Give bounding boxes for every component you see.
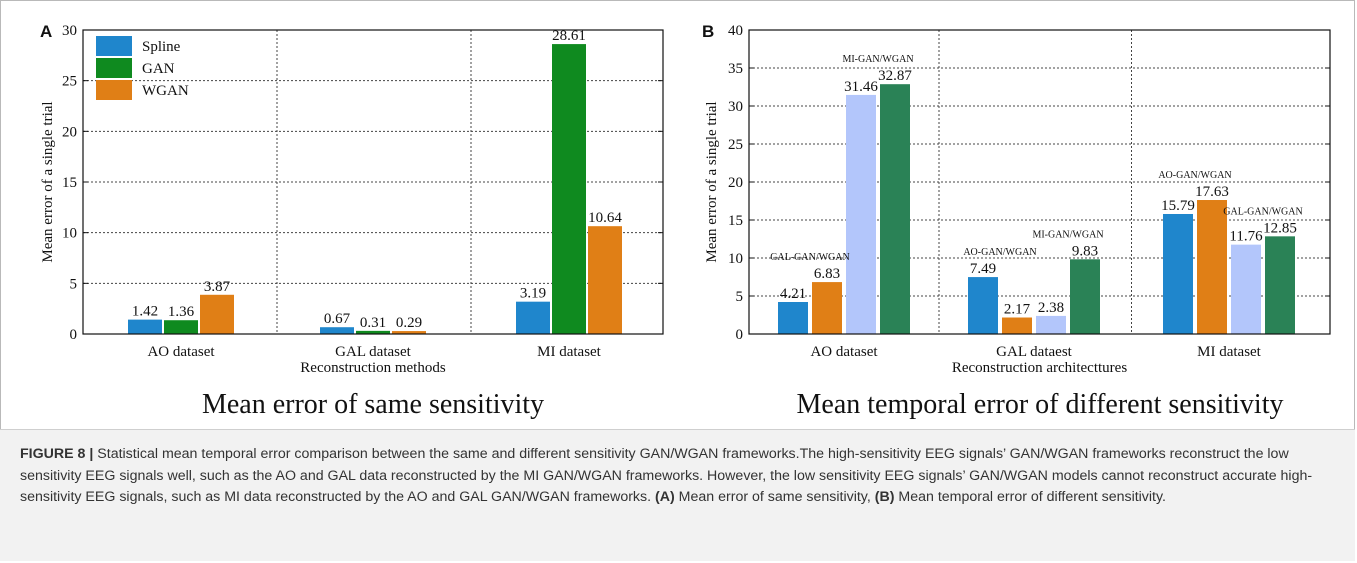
bar <box>320 327 354 334</box>
figure-caption: FIGURE 8 | Statistical mean temporal err… <box>0 429 1355 561</box>
x-axis-label: Reconstruction architecttures <box>952 360 1128 376</box>
caption-label: FIGURE 8 | <box>20 446 94 462</box>
y-tick-label: 5 <box>736 289 744 305</box>
x-axis-label: Reconstruction methods <box>300 360 446 376</box>
chart-panel-a: 0 5 10 15 20 25 30 1.42 0.67 3.19 1.36 0.31 28.61 3.8… <box>40 22 664 420</box>
y-tick-label: 30 <box>728 99 743 115</box>
bar <box>356 330 390 334</box>
bar <box>812 282 842 334</box>
bar <box>1002 317 1032 334</box>
y-tick-label: 35 <box>728 61 743 77</box>
bar-pair-annotation: GAL-GAN/WGAN <box>1223 206 1302 217</box>
bar <box>164 320 198 334</box>
panel-letter: A <box>40 22 52 41</box>
bar-value-label: 7.49 <box>970 261 996 277</box>
bar-value-label: 15.79 <box>1161 198 1195 214</box>
y-axis-label: Mean error of a single trial <box>40 101 56 262</box>
y-tick-label: 20 <box>62 124 77 140</box>
x-category-label: AO dataset <box>147 344 215 360</box>
bar <box>968 277 998 334</box>
legend-label: Spline <box>142 39 181 55</box>
y-tick-label: 0 <box>70 327 78 343</box>
plot-frame <box>82 29 664 335</box>
bar-value-label: 12.85 <box>1263 220 1297 236</box>
bar <box>200 294 234 334</box>
caption-part-b-label: (B) <box>874 489 895 505</box>
caption-part-a-label: (A) <box>655 489 675 505</box>
y-tick-label: 0 <box>736 327 744 343</box>
bar-value-label: 0.31 <box>360 315 386 331</box>
x-category-label: MI dataset <box>537 344 602 360</box>
caption-text: FIGURE 8 | Statistical mean temporal err… <box>20 444 1330 509</box>
bar-value-label: 10.64 <box>588 210 622 226</box>
bar <box>392 331 426 334</box>
bar <box>778 302 808 334</box>
bar-value-label: 17.63 <box>1195 184 1229 200</box>
y-tick-label: 10 <box>62 226 77 242</box>
caption-part-b-text: Mean temporal error of different sensiti… <box>898 489 1166 505</box>
bar-value-label: 1.42 <box>132 304 158 320</box>
panel-subtitle: Mean temporal error of different sensiti… <box>797 389 1284 420</box>
chart-panel-b: 0 5 10 15 20 25 30 35 40 4.21 7.49 15.79 6.83 2.17 17.… <box>702 22 1331 420</box>
legend: Spline GAN WGAN <box>96 36 189 100</box>
y-tick-label: 25 <box>728 137 743 153</box>
legend-swatch <box>96 80 132 100</box>
panel-subtitle: Mean error of same sensitivity <box>202 389 544 420</box>
bar-pair-annotation: MI-GAN/WGAN <box>1032 229 1103 240</box>
x-category-label: MI dataset <box>1197 344 1262 360</box>
legend-label: GAN <box>142 61 175 77</box>
bar-value-label: 3.87 <box>204 279 231 295</box>
bar-value-label: 28.61 <box>552 28 586 44</box>
legend-swatch <box>96 36 132 56</box>
bar-pair-annotation: GAL-GAN/WGAN <box>770 252 849 263</box>
y-tick-label: 30 <box>62 23 77 39</box>
bar <box>128 319 162 334</box>
bar-value-label: 6.83 <box>814 266 840 282</box>
bar-value-label: 1.36 <box>168 304 195 320</box>
bar-pair-annotation: AO-GAN/WGAN <box>1158 170 1231 181</box>
legend-label: WGAN <box>142 83 189 99</box>
y-tick-label: 5 <box>70 276 78 292</box>
bar <box>588 226 622 334</box>
figure-charts: 0 5 10 15 20 25 30 1.42 0.67 3.19 1.36 0.31 28.61 3.8… <box>40 22 1331 420</box>
bar <box>1197 200 1227 334</box>
y-tick-label: 25 <box>62 74 77 90</box>
y-tick-label: 10 <box>728 251 743 267</box>
bar-pair-annotation: MI-GAN/WGAN <box>842 54 913 65</box>
y-tick-label: 20 <box>728 175 743 191</box>
bar-value-label: 32.87 <box>878 68 912 84</box>
y-tick-label: 40 <box>728 23 743 39</box>
y-axis-label: Mean error of a single trial <box>704 101 720 262</box>
bar <box>846 94 876 335</box>
x-category-label: GAL dataest <box>996 344 1072 360</box>
panel-letter: B <box>702 22 714 41</box>
bar <box>516 301 550 334</box>
x-category-label: GAL dataset <box>335 344 411 360</box>
bar-value-label: 0.67 <box>324 311 351 327</box>
bar-pair-annotation: AO-GAN/WGAN <box>963 247 1036 258</box>
caption-body: Statistical mean temporal error comparis… <box>20 446 1313 505</box>
plot-frame <box>748 29 1331 335</box>
bar-value-label: 2.38 <box>1038 300 1064 316</box>
bar <box>552 44 586 335</box>
bar-value-label: 11.76 <box>1229 229 1263 245</box>
y-tick-label: 15 <box>62 175 77 191</box>
x-category-label: AO dataset <box>810 344 878 360</box>
y-tick-label: 15 <box>728 213 743 229</box>
bar <box>1231 244 1261 334</box>
bar-value-label: 9.83 <box>1072 243 1098 259</box>
bar-value-label: 4.21 <box>780 286 806 302</box>
bar-value-label: 2.17 <box>1004 302 1031 318</box>
bar <box>880 84 910 334</box>
caption-part-a-text: Mean error of same sensitivity, <box>678 489 871 505</box>
bar <box>1265 236 1295 334</box>
bar-value-label: 31.46 <box>844 79 878 95</box>
bar <box>1070 259 1100 334</box>
bar-value-label: 3.19 <box>520 286 546 302</box>
legend-swatch <box>96 58 132 78</box>
bar <box>1163 213 1193 334</box>
bar-value-label: 0.29 <box>396 315 422 331</box>
bar <box>1036 315 1066 334</box>
